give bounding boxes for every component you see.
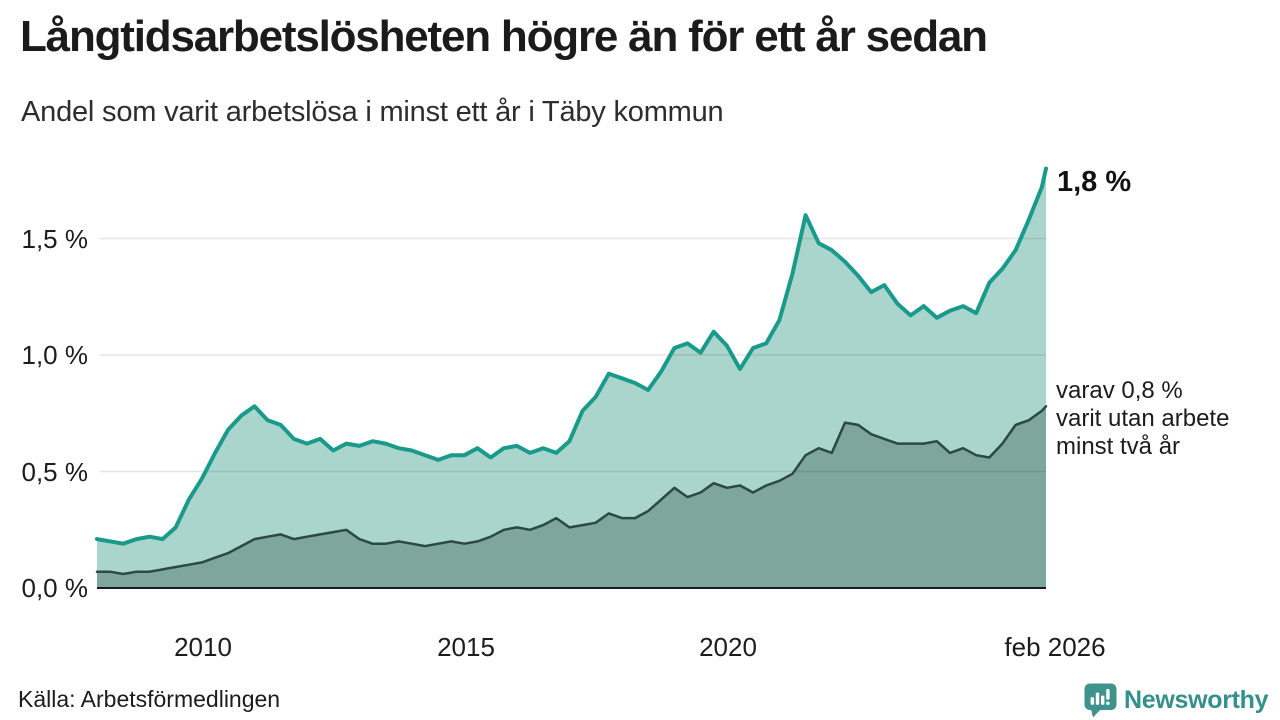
x-tick-label: feb 2026 (1004, 632, 1106, 662)
x-tick-label: 2020 (699, 632, 757, 662)
two-year-annotation: varav 0,8 % varit utan arbete minst två … (1056, 377, 1229, 461)
annotation-line: varit utan arbete (1056, 405, 1230, 432)
y-tick-label: 0,5 % (21, 457, 89, 487)
source-text: Källa: Arbetsförmedlingen (18, 686, 281, 712)
chart-subtitle: Andel som varit arbetslösa i minst ett å… (21, 96, 724, 128)
y-tick-label: 1,0 % (21, 340, 89, 370)
newsworthy-logo: Newsworthy (1084, 683, 1269, 718)
end-value-label: 1,8 % (1057, 166, 1132, 198)
y-tick-label: 0,0 % (21, 573, 89, 603)
newsworthy-logo-text: Newsworthy (1124, 686, 1269, 714)
chart-title: Långtidsarbetslösheten högre än för ett … (20, 12, 988, 61)
annotation-line: varav 0,8 % (1056, 377, 1183, 404)
x-tick-label: 2010 (174, 632, 232, 662)
newsworthy-logo-icon (1084, 683, 1117, 718)
annotation-line: minst två år (1056, 433, 1181, 460)
y-tick-label: 1,5 % (21, 224, 89, 254)
x-tick-label: 2015 (437, 632, 495, 662)
